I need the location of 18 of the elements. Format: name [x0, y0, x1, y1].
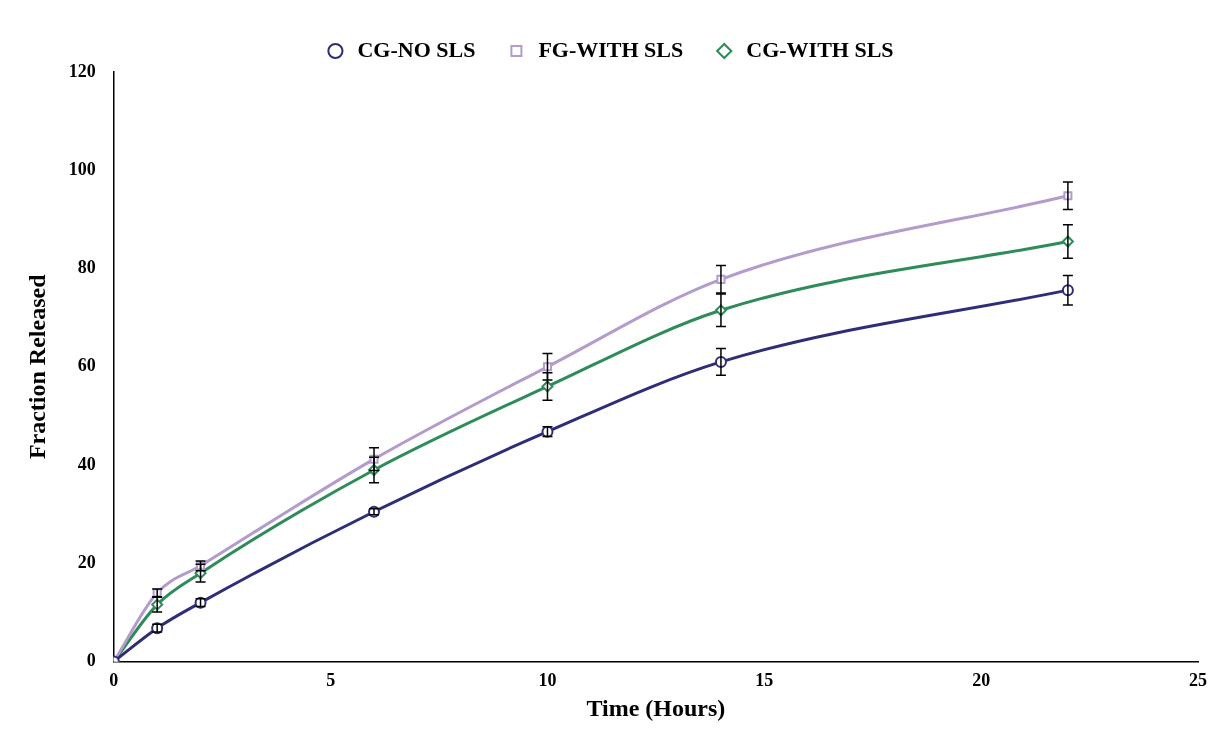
- y-tick-label: 100: [68, 158, 96, 179]
- y-tick-label: 80: [77, 257, 96, 278]
- legend-label: FG-WITH SLS: [538, 36, 684, 62]
- x-tick-label: 25: [1189, 670, 1207, 691]
- x-tick-label: 20: [972, 670, 991, 691]
- x-tick-label: 5: [326, 670, 336, 691]
- y-tick-label: 120: [68, 60, 96, 81]
- legend-label: CG-NO SLS: [357, 36, 476, 62]
- y-tick-label: 60: [77, 355, 96, 376]
- x-axis-title: Time (Hours): [586, 694, 726, 721]
- legend-label: CG-WITH SLS: [746, 36, 894, 62]
- x-tick-label: 10: [538, 670, 557, 691]
- y-axis-title: Fraction Released: [23, 273, 50, 460]
- y-tick-label: 20: [77, 551, 96, 572]
- y-tick-label: 0: [86, 650, 96, 671]
- x-tick-label: 0: [109, 670, 119, 691]
- x-tick-label: 15: [755, 670, 774, 691]
- y-tick-label: 40: [77, 453, 96, 474]
